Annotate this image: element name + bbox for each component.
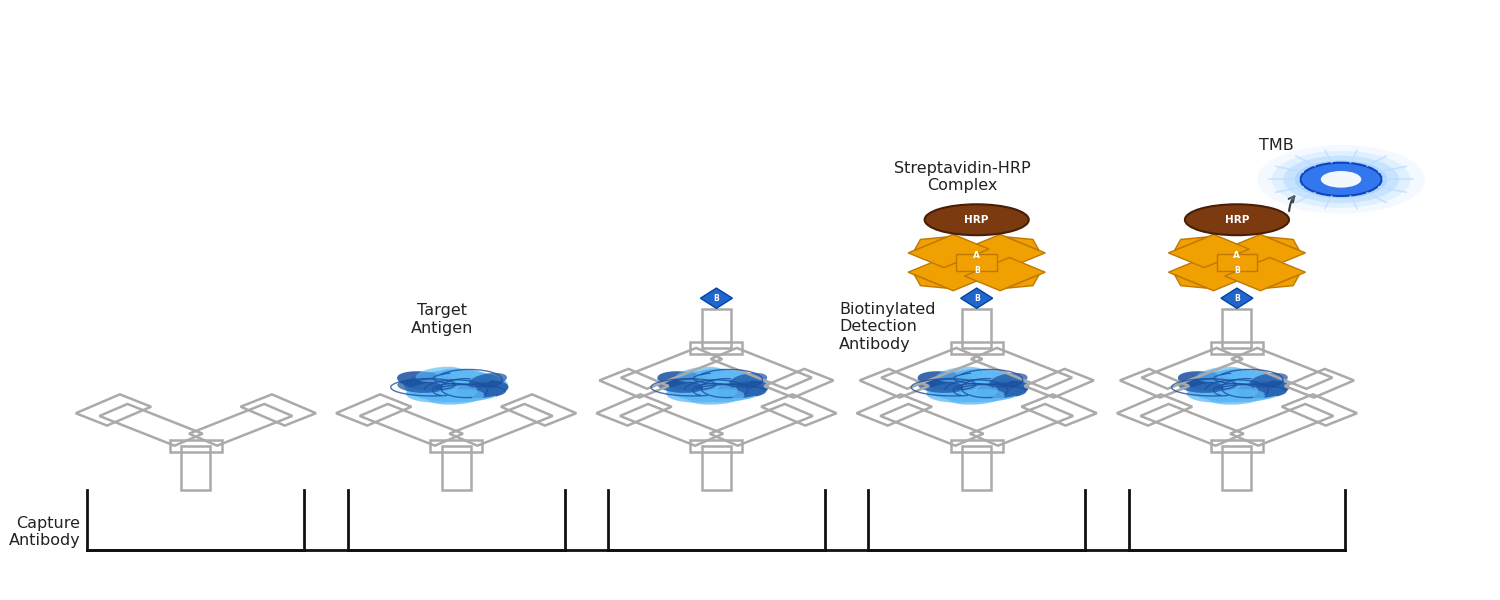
Text: TMB: TMB: [1258, 137, 1293, 152]
Polygon shape: [1266, 237, 1299, 250]
Ellipse shape: [1186, 382, 1258, 403]
Polygon shape: [1224, 235, 1305, 268]
Polygon shape: [964, 257, 1046, 291]
Ellipse shape: [696, 368, 752, 386]
Polygon shape: [1007, 237, 1040, 250]
Polygon shape: [1168, 257, 1250, 291]
Circle shape: [1294, 160, 1388, 199]
Ellipse shape: [990, 373, 1028, 388]
Ellipse shape: [416, 367, 462, 382]
Ellipse shape: [427, 389, 484, 405]
Ellipse shape: [1185, 370, 1288, 402]
Circle shape: [1282, 155, 1400, 203]
Ellipse shape: [664, 370, 768, 402]
Text: A: A: [974, 251, 980, 260]
Ellipse shape: [398, 371, 458, 392]
Text: B: B: [1234, 294, 1240, 303]
Circle shape: [1300, 163, 1382, 196]
Polygon shape: [908, 235, 989, 268]
Ellipse shape: [716, 380, 770, 398]
Ellipse shape: [398, 379, 442, 393]
Ellipse shape: [729, 373, 768, 388]
Text: HRP: HRP: [1226, 215, 1250, 225]
Ellipse shape: [936, 367, 982, 382]
Ellipse shape: [688, 389, 744, 405]
Polygon shape: [1007, 275, 1040, 288]
Ellipse shape: [406, 382, 477, 403]
Polygon shape: [1224, 257, 1305, 291]
Ellipse shape: [976, 380, 1029, 398]
Ellipse shape: [470, 373, 507, 388]
Polygon shape: [1174, 275, 1208, 288]
Ellipse shape: [1250, 373, 1288, 388]
Text: HRP: HRP: [964, 215, 988, 225]
Polygon shape: [915, 237, 946, 250]
Polygon shape: [1266, 275, 1299, 288]
Ellipse shape: [1209, 389, 1266, 405]
Ellipse shape: [1178, 379, 1224, 393]
Polygon shape: [964, 235, 1046, 268]
Ellipse shape: [657, 371, 717, 392]
Ellipse shape: [404, 370, 508, 402]
Circle shape: [1322, 171, 1362, 188]
Ellipse shape: [1197, 367, 1243, 382]
Text: Biotinylated
Detection
Antibody: Biotinylated Detection Antibody: [840, 302, 936, 352]
Polygon shape: [1221, 288, 1252, 308]
Ellipse shape: [918, 371, 978, 392]
Ellipse shape: [924, 370, 1029, 402]
Ellipse shape: [435, 368, 492, 386]
Circle shape: [1272, 151, 1410, 208]
Polygon shape: [1174, 237, 1208, 250]
Ellipse shape: [456, 380, 509, 398]
Text: A: A: [1233, 251, 1240, 260]
Ellipse shape: [948, 389, 1005, 405]
Ellipse shape: [918, 379, 963, 393]
Polygon shape: [1216, 254, 1257, 271]
Ellipse shape: [666, 382, 738, 403]
Ellipse shape: [927, 382, 998, 403]
Polygon shape: [908, 257, 989, 291]
Ellipse shape: [924, 204, 1029, 235]
Text: Capture
Antibody: Capture Antibody: [9, 515, 80, 548]
Text: Target
Antigen: Target Antigen: [411, 303, 472, 335]
Polygon shape: [960, 288, 993, 308]
Text: B: B: [1234, 266, 1240, 275]
Text: B: B: [714, 294, 720, 303]
Polygon shape: [1168, 235, 1250, 268]
Ellipse shape: [675, 367, 723, 382]
Ellipse shape: [1216, 368, 1272, 386]
Text: B: B: [974, 294, 980, 303]
Ellipse shape: [657, 379, 704, 393]
Ellipse shape: [1178, 371, 1238, 392]
Text: Streptavidin-HRP
Complex: Streptavidin-HRP Complex: [894, 161, 1030, 193]
Ellipse shape: [1185, 204, 1288, 235]
Text: B: B: [974, 266, 980, 275]
Polygon shape: [957, 254, 998, 271]
Polygon shape: [700, 288, 732, 308]
Ellipse shape: [1236, 380, 1290, 398]
Ellipse shape: [956, 368, 1012, 386]
Polygon shape: [915, 275, 946, 288]
Circle shape: [1257, 145, 1425, 214]
